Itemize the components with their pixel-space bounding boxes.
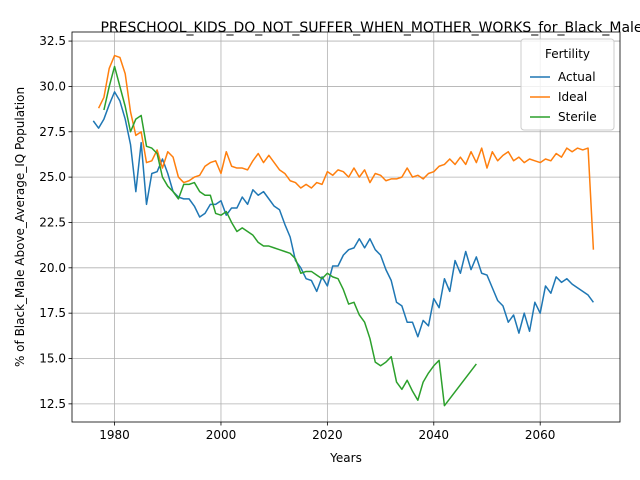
y-tick-label: 22.5 (39, 215, 66, 229)
y-tick-label: 25.0 (39, 170, 66, 184)
legend: Fertility Actual Ideal Sterile (520, 38, 615, 131)
y-tick-label: 12.5 (39, 397, 66, 411)
series-lines (92, 54, 595, 407)
legend-label-actual: Actual (558, 70, 596, 84)
x-axis-ticks: 1980 2000 2020 2040 2060 (99, 422, 555, 442)
y-axis-ticks: 12.5 15.0 17.5 20.0 22.5 25.0 27.5 30.0 32.5 (39, 34, 72, 411)
x-tick-label: 2020 (312, 428, 343, 442)
legend-label-sterile: Sterile (558, 110, 597, 124)
y-tick-label: 30.0 (39, 79, 66, 93)
series-line-sterile (103, 65, 477, 407)
y-tick-label: 15.0 (39, 352, 66, 366)
y-tick-label: 27.5 (39, 125, 66, 139)
chart-title: PRESCHOOL_KIDS_DO_NOT_SUFFER_WHEN_MOTHER… (100, 20, 640, 36)
legend-label-ideal: Ideal (558, 90, 587, 104)
y-axis-label: % of Black_Male Above_Average_IQ Populat… (13, 87, 27, 367)
legend-box (520, 38, 615, 131)
legend-title: Fertility (545, 47, 590, 61)
y-tick-label: 20.0 (39, 261, 66, 275)
series-line-ideal (97, 54, 595, 250)
x-tick-label: 1980 (99, 428, 130, 442)
x-tick-label: 2060 (525, 428, 556, 442)
x-axis-label: Years (329, 451, 362, 465)
plot-area-frame (71, 31, 621, 423)
y-tick-label: 32.5 (39, 34, 66, 48)
grid-lines (72, 32, 620, 422)
x-tick-label: 2000 (206, 428, 237, 442)
y-tick-label: 17.5 (39, 306, 66, 320)
x-tick-label: 2040 (419, 428, 450, 442)
